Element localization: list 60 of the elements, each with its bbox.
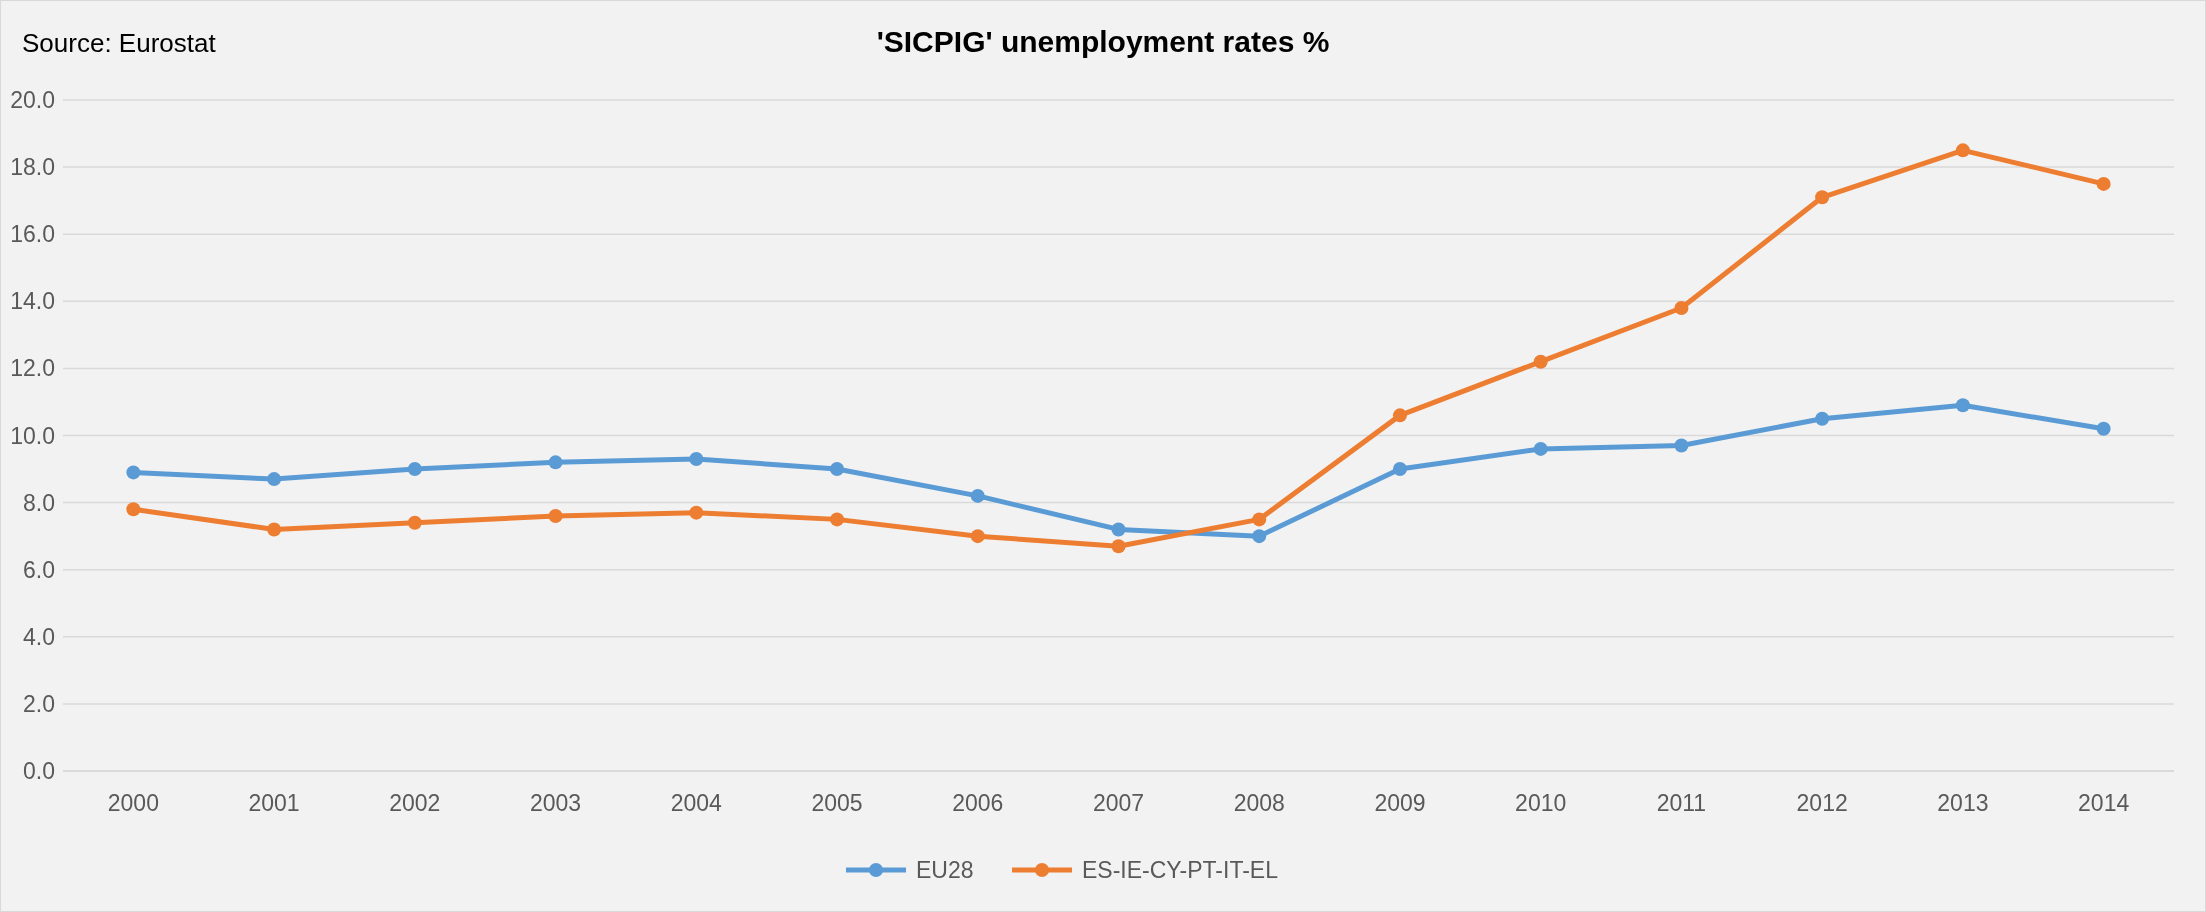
x-tick-label: 2006 [952, 790, 1004, 816]
point [267, 522, 282, 537]
y-tick-label: 18.0 [10, 154, 55, 181]
legend-label: EU28 [916, 857, 974, 884]
x-tick-label: 2010 [1515, 790, 1567, 816]
x-tick-label: 2008 [1233, 790, 1285, 816]
y-tick-label: 2.0 [23, 690, 55, 717]
point [970, 488, 985, 503]
point [1533, 441, 1548, 456]
point [1111, 522, 1126, 537]
y-tick-label: 10.0 [10, 422, 55, 449]
x-tick-label: 2013 [1937, 790, 1989, 816]
x-tick-label: 2002 [389, 790, 441, 816]
x-tick-label: 2014 [2078, 790, 2130, 816]
source-note: Source: Eurostat [22, 28, 217, 58]
point [1815, 190, 1830, 205]
point [2096, 176, 2111, 191]
point [830, 512, 845, 527]
x-tick-label: 2004 [670, 790, 723, 816]
point [830, 462, 845, 477]
point [1955, 143, 1970, 158]
x-tick-label: 2001 [248, 790, 300, 816]
y-tick-label: 14.0 [10, 288, 55, 315]
point [126, 502, 141, 517]
point [1392, 408, 1407, 423]
point [126, 465, 141, 480]
y-tick-label: 20.0 [10, 87, 55, 114]
point [1955, 398, 1970, 413]
x-tick-label: 2003 [529, 790, 582, 816]
point [548, 455, 563, 470]
x-tick-label: 2007 [1092, 790, 1145, 816]
y-tick-label: 0.0 [23, 758, 55, 785]
x-tick-label: 2005 [811, 790, 863, 816]
point [267, 472, 282, 487]
point [1674, 438, 1689, 453]
point [689, 451, 704, 466]
y-tick-label: 8.0 [23, 489, 55, 516]
y-tick-label: 16.0 [10, 221, 55, 248]
x-tick-label: 2012 [1796, 790, 1848, 816]
y-tick-label: 6.0 [23, 556, 55, 583]
x-tick-label: 2000 [107, 790, 159, 816]
point [1674, 301, 1689, 316]
y-tick-label: 12.0 [10, 355, 55, 382]
point [1815, 411, 1830, 426]
point [548, 509, 563, 524]
point [1252, 512, 1267, 527]
point [1533, 354, 1548, 369]
point [407, 462, 422, 477]
y-tick-label: 4.0 [23, 623, 55, 650]
point [689, 505, 704, 520]
chart-title: 'SICPIG' unemployment rates % [876, 25, 1330, 58]
point [1111, 539, 1126, 554]
point [1392, 462, 1407, 477]
point [2096, 421, 2111, 436]
point [1252, 529, 1267, 544]
legend-label: ES-IE-CY-PT-IT-EL [1082, 857, 1279, 884]
point [407, 515, 422, 530]
x-tick-label: 2009 [1374, 790, 1426, 816]
point [970, 529, 985, 544]
x-tick-label: 2011 [1656, 790, 1707, 816]
